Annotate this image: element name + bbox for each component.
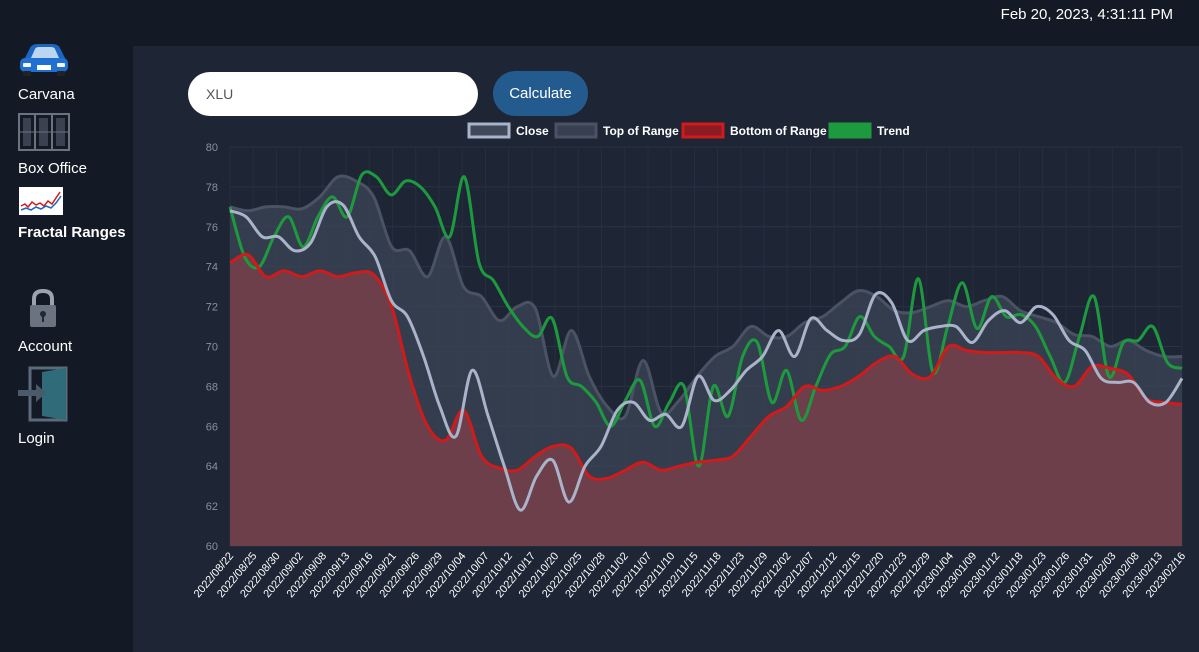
stock-chart-icon <box>18 186 128 221</box>
sidebar-item-label: Carvana <box>18 86 75 103</box>
y-tick-label: 78 <box>206 182 218 194</box>
legend-label: Trend <box>877 124 910 138</box>
sidebar-item-login[interactable]: Login <box>18 366 128 451</box>
sidebar-item-fractal-ranges[interactable]: Fractal Ranges <box>18 186 128 245</box>
legend-label: Top of Range <box>603 124 679 138</box>
y-tick-label: 62 <box>206 501 218 513</box>
car-icon <box>18 38 128 83</box>
legend-swatch <box>681 122 725 139</box>
chart-svg: 60626466687072747678802022/08/222022/08/… <box>192 122 1188 600</box>
y-tick-label: 76 <box>206 222 218 234</box>
bottom-range-fill <box>230 254 1182 546</box>
fractal-range-chart: 60 62 64 66 68 70 72 74 76 78 80 2022/08/22 2022/08/… <box>133 120 1199 652</box>
legend-label: Bottom of Range <box>730 124 827 138</box>
y-tick-label: 64 <box>206 461 218 473</box>
series-line-bottom-of-range <box>229 252 1183 481</box>
calculate-button[interactable]: Calculate <box>493 71 588 116</box>
main-panel: Calculate 60626466687072747678802022/08/… <box>133 46 1199 652</box>
y-tick-label: 66 <box>206 421 218 433</box>
legend-swatch <box>554 122 598 139</box>
sidebar-item-label: Fractal Ranges <box>18 224 126 241</box>
y-tick-label: 80 <box>206 142 218 154</box>
legend-swatch <box>467 122 511 139</box>
current-datetime: Feb 20, 2023, 4:31:11 PM <box>1000 6 1173 23</box>
legend-label: Close <box>516 124 549 138</box>
sidebar-item-label: Account <box>18 338 73 355</box>
login-door-icon <box>18 366 128 427</box>
sidebar-item-label: Box Office <box>18 160 87 177</box>
film-strip-icon <box>18 112 128 157</box>
sidebar: Carvana Box Office Fractal Ranges <box>0 30 132 652</box>
lock-icon <box>18 288 128 335</box>
legend-swatch <box>828 122 872 139</box>
top-bar: Feb 20, 2023, 4:31:11 PM <box>0 0 1199 30</box>
sidebar-item-account[interactable]: Account <box>18 288 128 359</box>
sidebar-item-box-office[interactable]: Box Office <box>18 112 128 181</box>
series-line-top-of-range <box>229 174 1183 421</box>
y-tick-label: 72 <box>206 302 218 314</box>
sidebar-item-carvana[interactable]: Carvana <box>18 38 128 107</box>
sidebar-item-label: Login <box>18 430 55 447</box>
y-tick-label: 70 <box>206 342 218 354</box>
series-line-close <box>229 200 1184 512</box>
y-tick-label: 68 <box>206 381 218 393</box>
ticker-input[interactable] <box>188 72 478 116</box>
y-tick-label: 74 <box>206 262 218 274</box>
y-tick-label: 60 <box>206 541 218 553</box>
series-line-trend <box>228 170 1183 468</box>
